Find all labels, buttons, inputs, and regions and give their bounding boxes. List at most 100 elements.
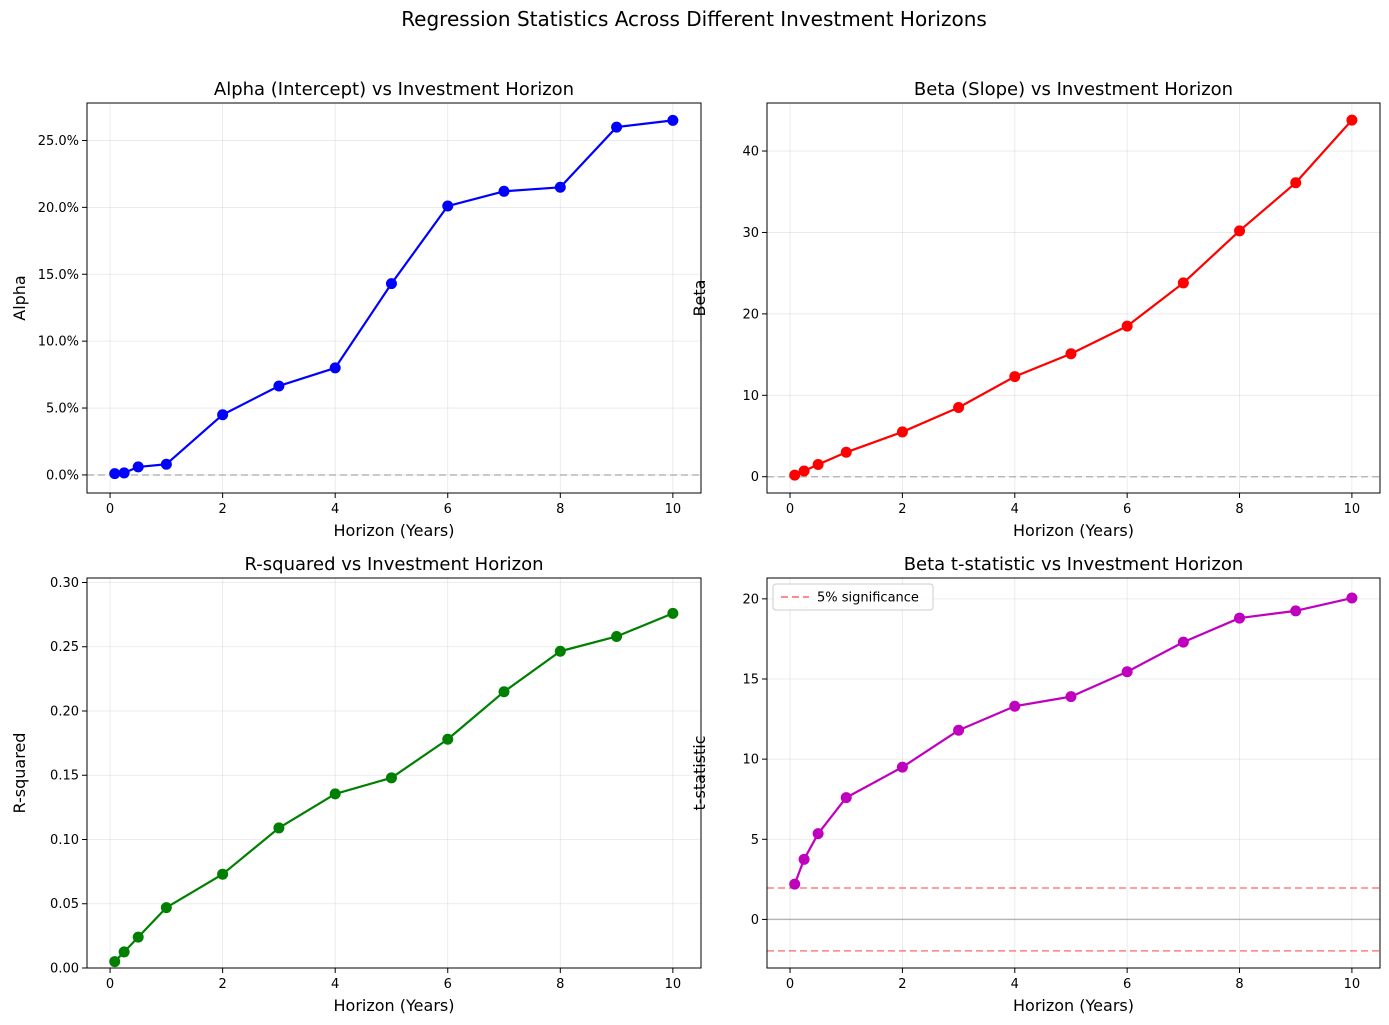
data-point: [1346, 114, 1358, 126]
y-tick-label: 0.15: [50, 769, 79, 784]
panel-title: Beta t-statistic vs Investment Horizon: [904, 554, 1244, 575]
legend-box: [772, 583, 934, 611]
data-point: [789, 469, 801, 481]
data-point: [160, 902, 172, 914]
figure-title: Regression Statistics Across Different I…: [401, 7, 987, 31]
y-tick-label: 10: [742, 753, 759, 768]
data-point: [1290, 605, 1302, 617]
data-point: [953, 402, 965, 414]
x-tick-label: 8: [1235, 977, 1243, 992]
y-axis-label: R-squared: [10, 733, 29, 814]
y-axis-label: t-statistic: [690, 735, 709, 810]
data-point: [667, 607, 679, 619]
x-axis-label: Horizon (Years): [334, 996, 455, 1015]
x-tick-label: 4: [1011, 977, 1019, 992]
data-point: [812, 459, 824, 471]
data-point: [1346, 592, 1358, 604]
data-point: [273, 380, 285, 392]
y-tick-label: 0.0%: [46, 468, 79, 483]
data-point: [611, 121, 623, 133]
data-point: [667, 114, 679, 126]
axes-frame: [766, 102, 1381, 494]
data-point: [498, 185, 510, 197]
x-tick-label: 4: [331, 502, 339, 517]
data-point: [217, 409, 229, 421]
x-tick-label: 6: [1123, 502, 1131, 517]
x-tick-label: 8: [1235, 502, 1243, 517]
axes-frame: [86, 577, 702, 969]
x-tick-label: 6: [1123, 977, 1131, 992]
x-tick-label: 2: [218, 502, 226, 517]
data-point: [1177, 636, 1189, 648]
x-tick-label: 8: [556, 977, 564, 992]
data-point: [118, 946, 130, 958]
y-axis-label: Beta: [690, 280, 709, 317]
y-axis-label: Alpha: [10, 275, 29, 321]
x-tick-label: 2: [898, 977, 906, 992]
x-tick-label: 0: [786, 502, 794, 517]
x-axis-label: Horizon (Years): [1013, 521, 1134, 540]
panel-title: Beta (Slope) vs Investment Horizon: [914, 79, 1233, 100]
x-tick-label: 8: [556, 502, 564, 517]
y-tick-label: 30: [742, 226, 759, 241]
y-tick-label: 0.20: [50, 704, 79, 719]
x-axis-label: Horizon (Years): [1013, 996, 1134, 1015]
y-tick-label: 5.0%: [46, 402, 79, 417]
data-point: [1121, 320, 1133, 332]
x-tick-label: 10: [665, 502, 682, 517]
y-tick-label: 10: [742, 389, 759, 404]
data-point: [442, 200, 454, 212]
x-tick-label: 0: [106, 977, 114, 992]
r-squared-panel: 0 2 4 6 8 10 0.00 0.05 0.10 0.15 0.20 0.25 0.30 R-squ…: [10, 554, 702, 1015]
data-point: [160, 458, 172, 470]
alpha-panel: 0 2 4 6 8 10 0.0% 5.0% 10.0% 15.0% 20.0% 25.0% Alpha…: [10, 79, 702, 540]
y-tick-label: 0: [751, 470, 759, 485]
data-point: [896, 426, 908, 438]
legend: 5% significance: [772, 583, 934, 611]
y-tick-label: 15: [742, 672, 759, 687]
y-tick-label: 20: [742, 592, 759, 607]
data-point: [132, 931, 144, 943]
data-point: [812, 828, 824, 840]
data-point: [118, 467, 130, 479]
panel-title: R-squared vs Investment Horizon: [245, 554, 544, 575]
data-point: [789, 878, 801, 890]
y-tick-label: 0.00: [50, 962, 79, 977]
x-tick-label: 6: [444, 977, 452, 992]
data-point: [840, 446, 852, 458]
data-point: [385, 278, 397, 290]
x-tick-label: 4: [1011, 502, 1019, 517]
data-point: [798, 853, 810, 865]
data-point: [1009, 700, 1021, 712]
data-point: [554, 181, 566, 193]
y-tick-label: 0.30: [50, 576, 79, 591]
data-point: [1121, 666, 1133, 678]
data-point: [1065, 348, 1077, 360]
data-point: [1234, 612, 1246, 624]
y-tick-label: 40: [742, 145, 759, 160]
y-tick-label: 0.25: [50, 640, 79, 655]
x-axis-label: Horizon (Years): [334, 521, 455, 540]
t-statistic-panel: 0 2 4 6 8 10 0 5 10 15 20 Beta t-statistic vs Inves…: [690, 554, 1381, 1015]
x-tick-label: 10: [665, 977, 682, 992]
y-tick-label: 10.0%: [38, 335, 79, 350]
x-tick-label: 4: [331, 977, 339, 992]
x-tick-label: 6: [444, 502, 452, 517]
data-point: [273, 822, 285, 834]
y-tick-label: 20.0%: [38, 201, 79, 216]
x-tick-label: 2: [218, 977, 226, 992]
data-point: [217, 868, 229, 880]
data-point: [1065, 691, 1077, 703]
beta-panel: 0 2 4 6 8 10 0 10 20 30 40 Beta (Slope) vs Investme…: [690, 79, 1381, 540]
data-point: [798, 465, 810, 477]
axes-frame: [766, 577, 1381, 969]
data-point: [1290, 177, 1302, 189]
x-tick-label: 2: [898, 502, 906, 517]
data-point: [109, 468, 121, 480]
data-point: [498, 686, 510, 698]
x-tick-label: 0: [106, 502, 114, 517]
y-tick-label: 0.10: [50, 833, 79, 848]
data-point: [385, 772, 397, 784]
legend-label: 5% significance: [817, 591, 919, 606]
